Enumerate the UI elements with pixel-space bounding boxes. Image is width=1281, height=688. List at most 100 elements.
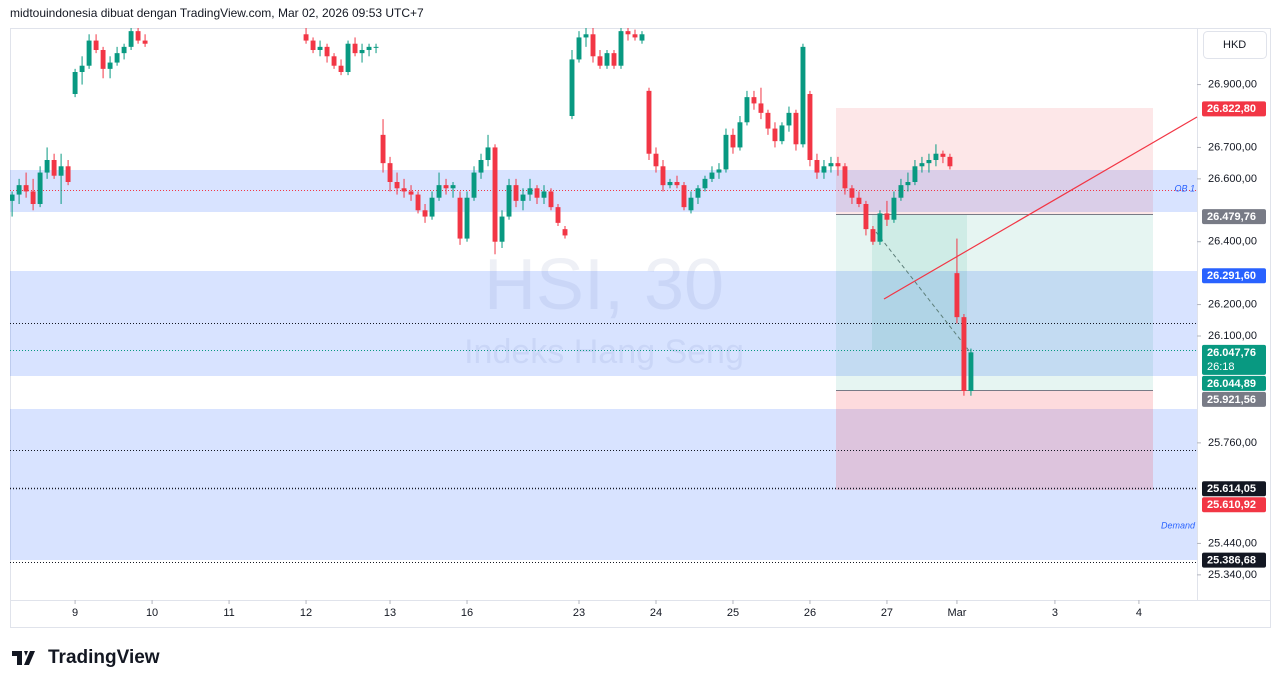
candle-body bbox=[303, 34, 309, 41]
candle-body bbox=[716, 169, 722, 173]
candle-body bbox=[331, 56, 337, 66]
candle-body bbox=[443, 185, 449, 189]
y-tick-label: 25.760,00 bbox=[1208, 437, 1257, 449]
candle-body bbox=[72, 72, 78, 94]
candle-body bbox=[611, 53, 617, 66]
candle-body bbox=[968, 352, 974, 391]
brand-logo: TradingView bbox=[12, 647, 160, 668]
candle-body bbox=[674, 182, 680, 186]
candle-body bbox=[940, 153, 946, 157]
candle-body bbox=[562, 229, 568, 236]
candle-body bbox=[835, 163, 841, 167]
candle-body bbox=[366, 46, 372, 50]
candle-body bbox=[961, 317, 967, 391]
candle-body bbox=[842, 166, 848, 189]
candle-body bbox=[926, 160, 932, 164]
price-label-box bbox=[1202, 268, 1266, 284]
stop-zone bbox=[836, 108, 1153, 214]
candle-body bbox=[709, 172, 715, 179]
candle-body bbox=[107, 62, 113, 69]
candle-body bbox=[793, 112, 799, 145]
candle-body bbox=[541, 191, 547, 198]
zone-label: Demand bbox=[1161, 520, 1196, 530]
candle-body bbox=[667, 182, 673, 186]
candle-body bbox=[569, 59, 575, 116]
candle-body bbox=[65, 166, 71, 182]
candle-body bbox=[527, 188, 533, 195]
currency-label[interactable]: HKD bbox=[1223, 39, 1246, 51]
candle-body bbox=[79, 65, 85, 72]
candle-body bbox=[128, 31, 134, 47]
candle-body bbox=[380, 134, 386, 164]
candle-body bbox=[387, 163, 393, 182]
y-tick-label: 26.200,00 bbox=[1208, 298, 1257, 310]
y-tick-label: 26.900,00 bbox=[1208, 78, 1257, 90]
candle-body bbox=[954, 273, 960, 318]
price-label-box bbox=[1202, 101, 1266, 117]
candle-body bbox=[310, 40, 316, 50]
candle-body bbox=[744, 97, 750, 123]
candle-body bbox=[604, 53, 610, 66]
candle-body bbox=[814, 160, 820, 173]
chart-frame bbox=[10, 28, 1271, 628]
candle-body bbox=[828, 163, 834, 167]
projection-line bbox=[875, 231, 971, 353]
candle-body bbox=[401, 188, 407, 192]
candle-body bbox=[37, 172, 43, 204]
candle-body bbox=[947, 156, 953, 167]
candle-body bbox=[723, 134, 729, 170]
candle-body bbox=[457, 197, 463, 239]
risk-zone bbox=[836, 390, 1153, 490]
candle-body bbox=[618, 31, 624, 66]
watermark-symbol: HSI, 30 bbox=[484, 245, 724, 325]
candle-body bbox=[485, 147, 491, 160]
candle-body bbox=[555, 207, 561, 223]
x-tick-label: 25 bbox=[727, 607, 739, 619]
candle-body bbox=[338, 65, 344, 72]
y-tick-label: 25.340,00 bbox=[1208, 569, 1257, 581]
candle-body bbox=[632, 34, 638, 38]
price-label: 26.822,80 bbox=[1207, 103, 1256, 115]
candle-body bbox=[884, 213, 890, 220]
candle-body bbox=[464, 197, 470, 239]
candle-body bbox=[506, 185, 512, 217]
candle-body bbox=[548, 191, 554, 208]
candle-body bbox=[702, 178, 708, 189]
candle-body bbox=[429, 197, 435, 217]
x-tick-label: 23 bbox=[573, 607, 585, 619]
candle-body bbox=[688, 197, 694, 211]
candle-body bbox=[660, 166, 666, 186]
candle-body bbox=[653, 153, 659, 167]
candle-body bbox=[583, 34, 589, 38]
candle-body bbox=[499, 216, 505, 242]
zone-label: OB 1 bbox=[1174, 183, 1195, 193]
x-tick-label: 16 bbox=[461, 607, 473, 619]
currency-button[interactable] bbox=[1203, 31, 1267, 59]
logo-icon bbox=[12, 651, 35, 665]
price-label: 26.479,76 bbox=[1207, 211, 1256, 223]
drawings: OB 1 Demand bbox=[10, 108, 1198, 563]
x-tick-label: 4 bbox=[1136, 607, 1142, 619]
candle-body bbox=[373, 46, 379, 48]
candle-body bbox=[317, 46, 323, 50]
y-tick-label: 26.700,00 bbox=[1208, 141, 1257, 153]
x-tick-label: Mar bbox=[947, 607, 966, 619]
price-label-box bbox=[1202, 497, 1266, 513]
candles bbox=[10, 28, 974, 396]
candle-body bbox=[905, 182, 911, 186]
candle-body bbox=[765, 112, 771, 129]
candle-body bbox=[625, 31, 631, 35]
candle-body bbox=[51, 160, 57, 176]
candle-body bbox=[800, 46, 806, 145]
candle-body bbox=[737, 122, 743, 148]
candle-body bbox=[807, 94, 813, 160]
candle-body bbox=[93, 40, 99, 50]
candle-body bbox=[821, 166, 827, 173]
candle-body bbox=[471, 172, 477, 198]
x-tick-label: 11 bbox=[223, 607, 234, 619]
candle-body bbox=[786, 112, 792, 126]
candle-body bbox=[695, 188, 701, 198]
candle-body bbox=[135, 31, 141, 41]
candle-body bbox=[772, 128, 778, 142]
